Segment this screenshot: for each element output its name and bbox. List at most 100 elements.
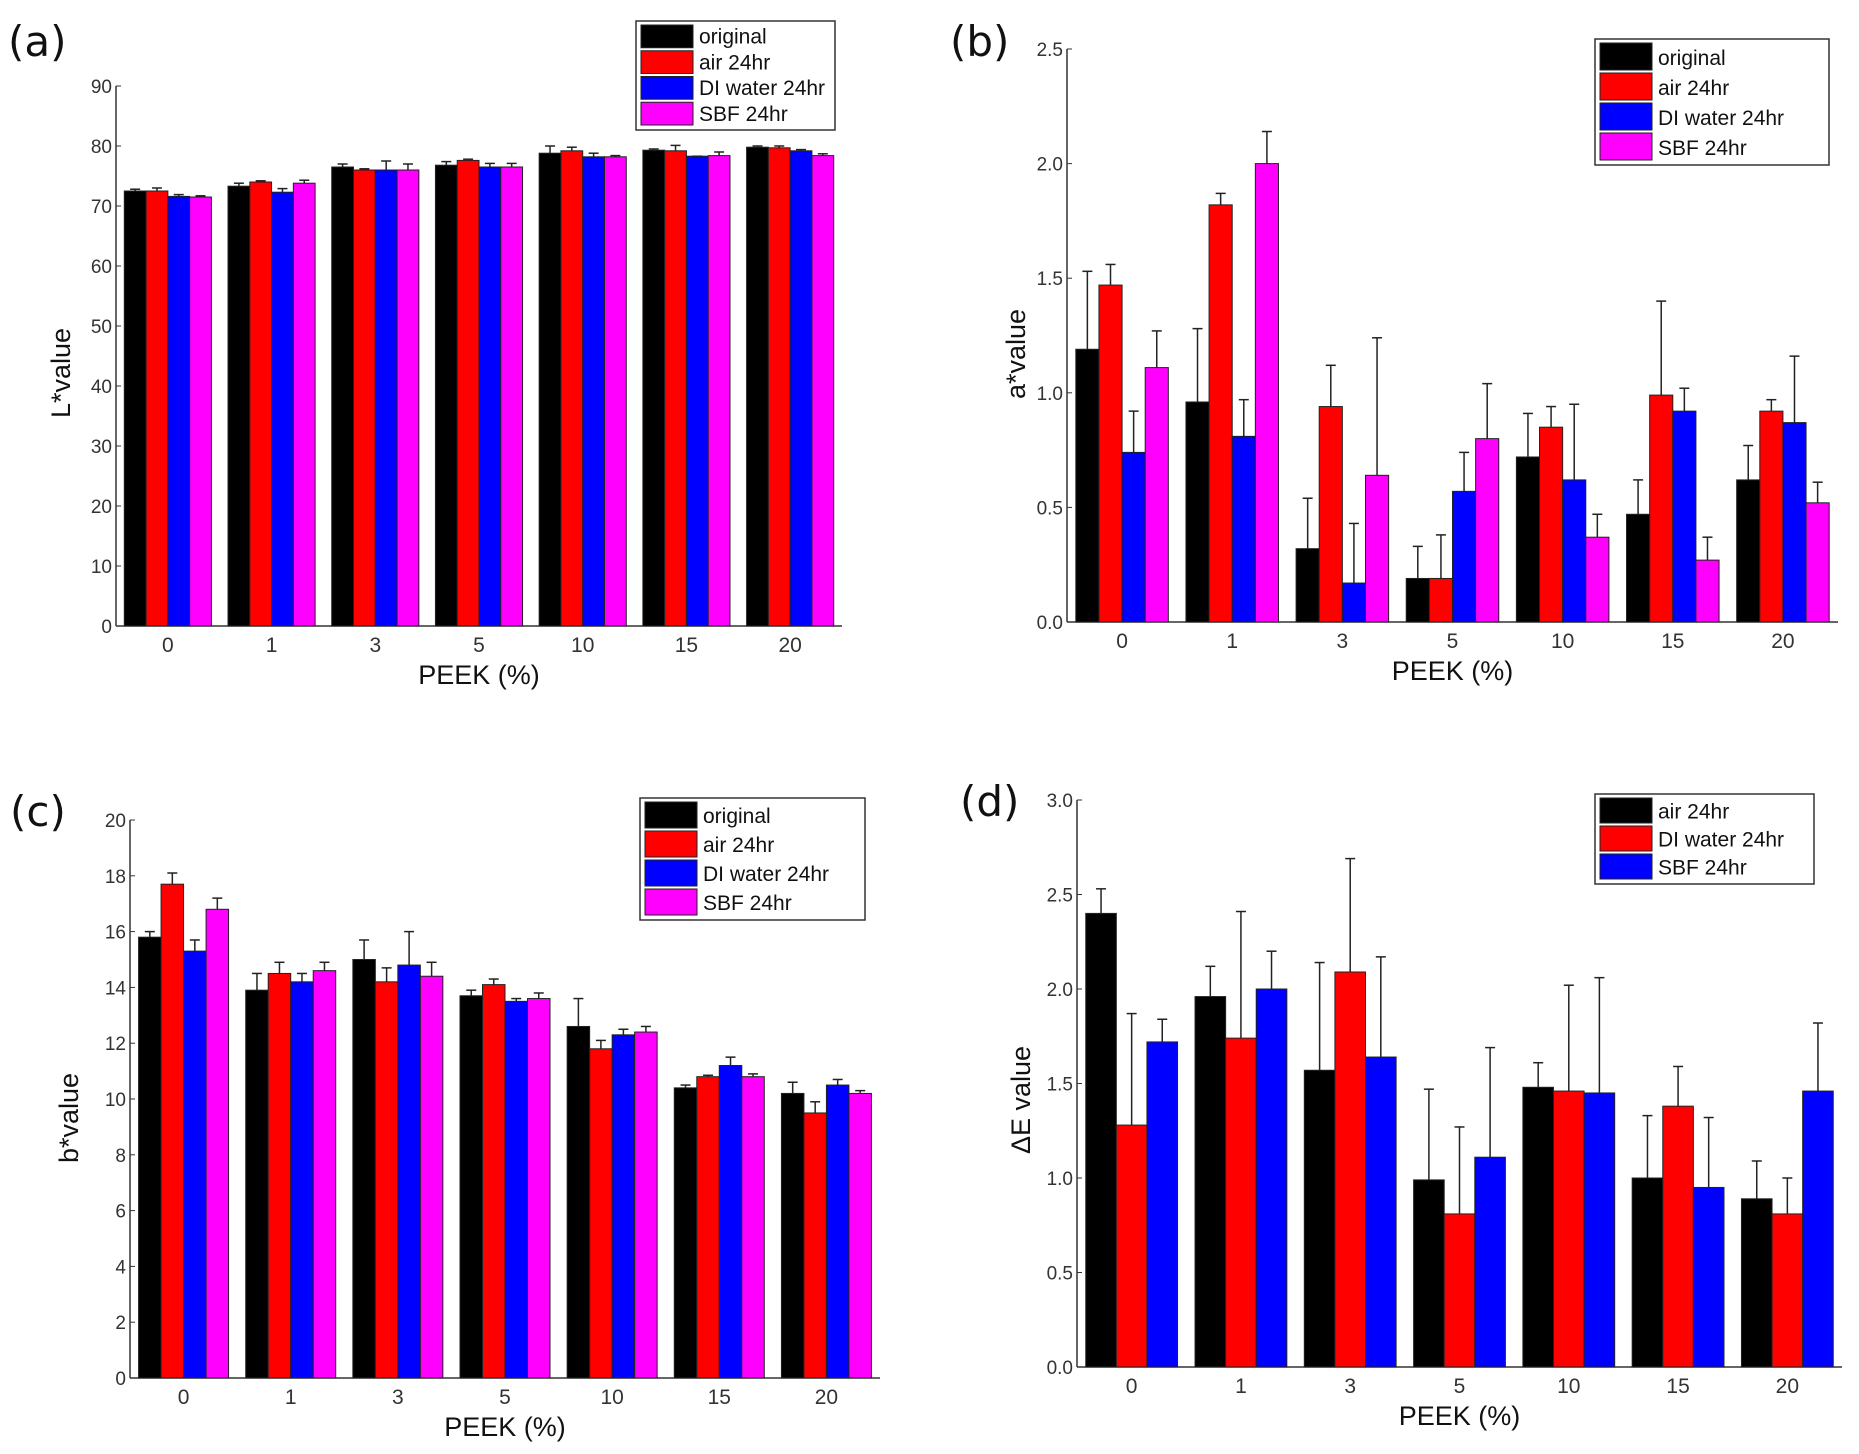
legend-label: DI water 24hr bbox=[1658, 107, 1784, 130]
bar bbox=[1771, 1213, 1804, 1368]
y-tick-label: 40 bbox=[91, 377, 112, 398]
y-tick-label: 20 bbox=[91, 497, 112, 518]
bar bbox=[1626, 513, 1651, 623]
bar bbox=[1121, 451, 1146, 623]
y-tick-label: 10 bbox=[91, 557, 112, 578]
y-tick-label: 6 bbox=[115, 1202, 126, 1223]
x-tick-label: 20 bbox=[1776, 1375, 1799, 1398]
bar bbox=[642, 149, 666, 627]
y-tick-label: 20 bbox=[105, 811, 126, 832]
y-tick-label: 1.0 bbox=[1047, 1169, 1073, 1190]
bar bbox=[290, 981, 314, 1379]
y-tick-label: 16 bbox=[105, 923, 126, 944]
x-tick-label: 0 bbox=[162, 634, 174, 657]
x-tick-label: 15 bbox=[675, 634, 698, 657]
y-tick-label: 4 bbox=[115, 1257, 126, 1278]
bar bbox=[245, 989, 269, 1379]
bar bbox=[603, 156, 627, 627]
y-tick-label: 2.5 bbox=[1047, 886, 1073, 907]
legend-swatch bbox=[644, 859, 698, 887]
legend-swatch bbox=[1599, 825, 1653, 852]
bar bbox=[538, 152, 562, 627]
bar bbox=[1631, 1177, 1664, 1368]
y-tick-label: 1.0 bbox=[1037, 384, 1063, 405]
bar bbox=[566, 1025, 591, 1379]
x-tick-label: 0 bbox=[1116, 630, 1128, 653]
x-tick-label: 20 bbox=[815, 1386, 838, 1409]
bar bbox=[696, 1076, 720, 1379]
bar bbox=[707, 155, 731, 627]
bar bbox=[1364, 474, 1390, 623]
bar bbox=[1341, 582, 1366, 623]
legend-swatch bbox=[1599, 72, 1653, 101]
x-axis-label: PEEK (%) bbox=[418, 660, 540, 690]
y-tick-label: 0 bbox=[115, 1369, 126, 1390]
bar bbox=[397, 964, 421, 1379]
panel-label: (c) bbox=[10, 787, 66, 836]
y-axis-label: L*value bbox=[46, 328, 76, 418]
bar bbox=[482, 984, 506, 1379]
bar bbox=[1562, 479, 1587, 623]
x-tick-label: 5 bbox=[499, 1386, 511, 1409]
bar bbox=[1144, 367, 1169, 623]
x-tick-label: 15 bbox=[708, 1386, 731, 1409]
legend-swatch bbox=[1599, 102, 1653, 131]
x-tick-label: 1 bbox=[1235, 1375, 1247, 1398]
legend-label: air 24hr bbox=[1658, 800, 1729, 823]
bar bbox=[352, 959, 376, 1379]
bar bbox=[1085, 912, 1117, 1368]
bar bbox=[1805, 502, 1830, 623]
legend-label: SBF 24hr bbox=[1658, 137, 1747, 160]
bar bbox=[1474, 1156, 1506, 1368]
legend-label: SBF 24hr bbox=[703, 892, 792, 915]
bar bbox=[478, 166, 502, 627]
x-tick-label: 20 bbox=[1771, 630, 1794, 653]
x-tick-label: 0 bbox=[178, 1386, 190, 1409]
bar bbox=[1098, 284, 1123, 623]
bar bbox=[1759, 410, 1784, 623]
bar bbox=[1318, 406, 1343, 623]
bar bbox=[1194, 996, 1227, 1368]
bar bbox=[138, 936, 162, 1379]
bar bbox=[1428, 577, 1453, 623]
chart-panel-1: (b) 0.0 0.5 1.0 1.5 2.0 2.5 0 1 3 5 10 15 20 PEEK (%) a… bbox=[950, 17, 1838, 686]
x-tick-label: 3 bbox=[369, 634, 381, 657]
bar bbox=[848, 1092, 872, 1379]
y-tick-label: 14 bbox=[105, 978, 127, 999]
legend-label: original bbox=[699, 26, 767, 49]
bar bbox=[434, 164, 458, 627]
bar bbox=[292, 182, 316, 627]
bar bbox=[1585, 536, 1610, 623]
bar bbox=[685, 155, 709, 627]
x-tick-label: 20 bbox=[778, 634, 801, 657]
bar bbox=[504, 1000, 528, 1379]
x-tick-label: 3 bbox=[392, 1386, 404, 1409]
legend-label: air 24hr bbox=[699, 51, 770, 74]
legend-label: original bbox=[1658, 47, 1726, 70]
y-axis-label: a*value bbox=[1001, 309, 1031, 399]
bar bbox=[789, 150, 813, 627]
bar bbox=[271, 191, 294, 627]
bar bbox=[1649, 394, 1674, 623]
y-tick-label: 60 bbox=[91, 257, 112, 278]
bar bbox=[249, 181, 273, 627]
legend-label: air 24hr bbox=[703, 834, 774, 857]
bar bbox=[767, 147, 791, 627]
bar bbox=[1662, 1105, 1694, 1368]
bar bbox=[1740, 1198, 1773, 1368]
y-tick-label: 90 bbox=[91, 77, 112, 98]
x-tick-label: 3 bbox=[1337, 630, 1349, 653]
y-tick-label: 0.5 bbox=[1037, 498, 1063, 519]
x-tick-label: 3 bbox=[1344, 1375, 1356, 1398]
y-tick-label: 50 bbox=[91, 317, 112, 338]
bar bbox=[1231, 435, 1256, 623]
bar bbox=[664, 150, 687, 627]
bar bbox=[189, 196, 212, 627]
x-tick-label: 1 bbox=[266, 634, 278, 657]
bar bbox=[634, 1031, 658, 1379]
bar bbox=[312, 970, 337, 1379]
